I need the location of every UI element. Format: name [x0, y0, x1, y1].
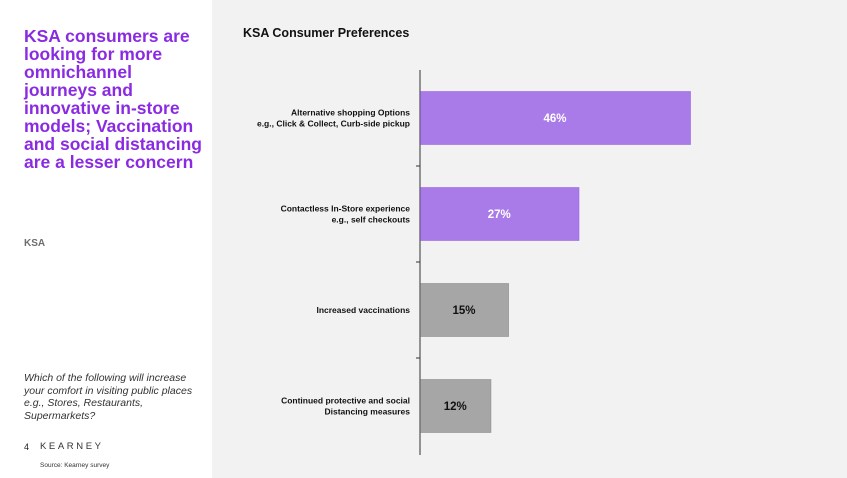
category-label: e.g., self checkouts [332, 215, 411, 225]
region-label: KSA [24, 238, 46, 249]
bar-2 [420, 187, 580, 241]
source-note: Source: Kearney survey [40, 462, 110, 469]
category-label: e.g., Click & Collect, Curb-side pickup [257, 119, 410, 129]
category-label: Continued protective and social [281, 396, 410, 406]
bar-3 [420, 283, 509, 337]
bar-value-label: 15% [453, 305, 476, 317]
page-number: 4 [24, 442, 30, 452]
kearney-logo: KEARNEY [40, 441, 104, 452]
bar-value-label: 46% [543, 113, 566, 125]
chart-panel: KSA Consumer Preferences 46% Alternative … [212, 0, 847, 478]
category-label: Increased vaccinations [316, 305, 410, 315]
chart-title: KSA Consumer Preferences [243, 26, 410, 40]
survey-question: Which of the following will increase you… [24, 372, 193, 422]
page-headline: KSA consumers are looking for more omnic… [24, 26, 202, 172]
bar-4 [420, 379, 492, 433]
bar-value-label: 12% [444, 401, 467, 413]
left-panel: KSA consumers are looking for more omnic… [0, 0, 212, 478]
bar-value-label: 27% [488, 209, 511, 221]
category-label: Distancing measures [324, 407, 410, 417]
bar-1 [420, 91, 691, 145]
category-label: Alternative shopping Options [291, 108, 410, 118]
category-label: Contactless In-Store experience [281, 204, 411, 214]
